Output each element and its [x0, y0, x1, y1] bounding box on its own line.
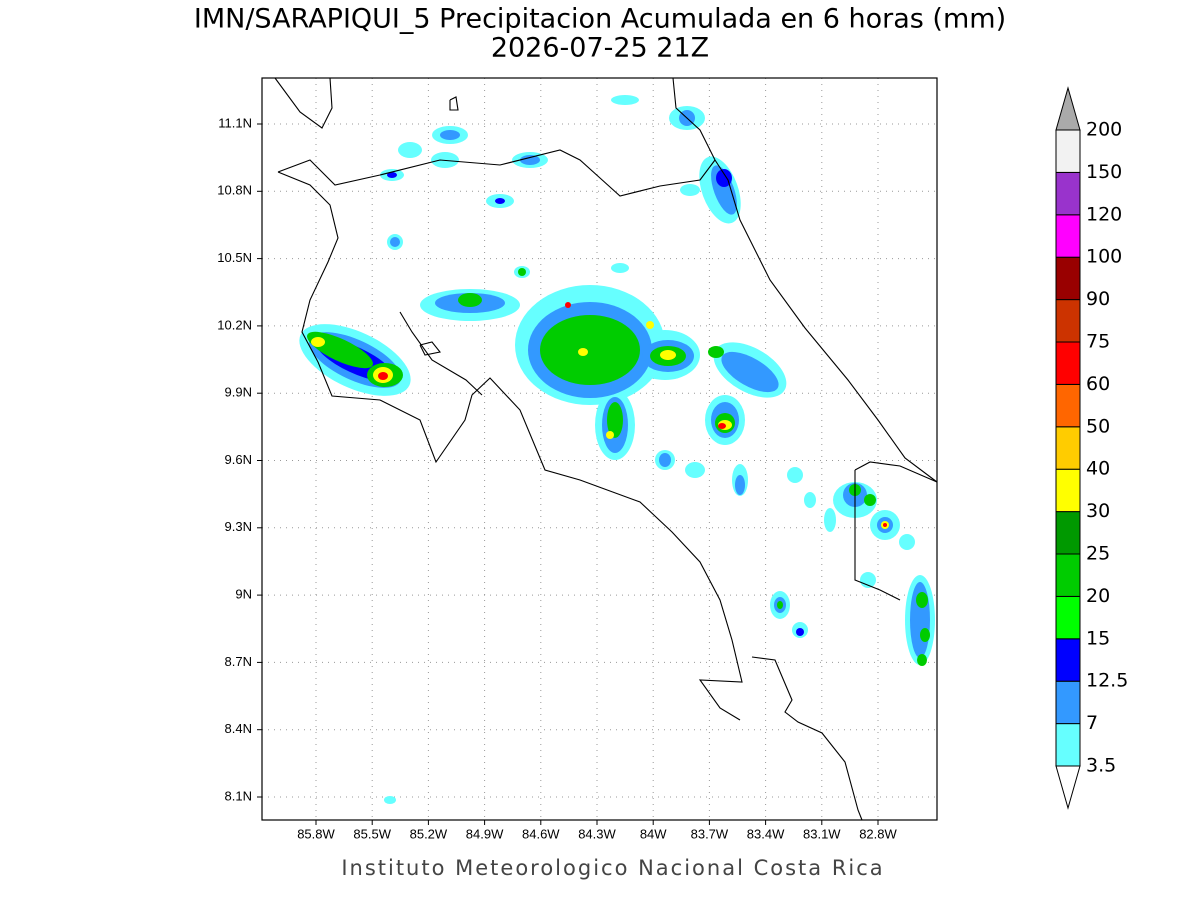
- colorbar-label: 15: [1086, 627, 1110, 649]
- lon-tick-label: 85.8W: [297, 826, 335, 841]
- colorbar-label: 7: [1086, 712, 1098, 734]
- title: IMN/SARAPIQUI_5 Precipitacion Acumulada …: [194, 4, 1006, 35]
- lat-tick-label: 8.1N: [225, 788, 252, 803]
- lon-tick-label: 84.3W: [578, 826, 616, 841]
- lat-tick-label: 9.3N: [225, 519, 252, 534]
- lat-tick-label: 10.8N: [217, 183, 252, 198]
- lon-tick-label: 83.7W: [691, 826, 729, 841]
- colorbar-label: 3.5: [1086, 755, 1116, 777]
- lon-tick-label: 83.4W: [747, 826, 785, 841]
- colorbar: 3.5 7 12.5 15 20 25 30 40 50 60 75 90 100 120 150 200: [1055, 86, 1128, 810]
- colorbar-label: 150: [1086, 161, 1122, 183]
- lon-tick-label: 84.9W: [466, 826, 504, 841]
- lat-tick-label: 10.5N: [217, 250, 252, 265]
- lon-tick-label: 83.1W: [803, 826, 841, 841]
- colorbar-box: [1055, 468, 1081, 513]
- lat-tick-label: 11.1N: [218, 115, 252, 130]
- map-frame: [261, 77, 938, 821]
- precipitation-field: [299, 95, 935, 804]
- colorbar-box: [1055, 723, 1081, 767]
- colorbar-box: [1055, 553, 1081, 597]
- colorbar-box: [1055, 129, 1081, 173]
- colorbar-below: [1055, 765, 1081, 810]
- colorbar-box: [1055, 299, 1081, 343]
- colorbar-label: 30: [1086, 500, 1110, 522]
- colorbar-label: 20: [1086, 585, 1110, 607]
- colorbar-label: 40: [1086, 458, 1110, 480]
- colorbar-label: 60: [1086, 373, 1110, 395]
- colorbar-label: 200: [1086, 119, 1122, 141]
- footer: Instituto Meteorologico Nacional Costa R…: [341, 856, 884, 880]
- colorbar-box: [1055, 256, 1081, 301]
- colorbar-label: 12.5: [1086, 670, 1128, 692]
- coastline: [274, 77, 938, 821]
- colorbar-box: [1055, 426, 1081, 470]
- lat-tick-label: 9.9N: [225, 385, 252, 400]
- colorbar-box: [1055, 595, 1081, 640]
- colorbar-box: [1055, 171, 1081, 216]
- colorbar-label: 25: [1086, 543, 1110, 565]
- colorbar-label: 50: [1086, 415, 1110, 437]
- lat-tick-label: 9N: [235, 587, 252, 602]
- lat-tick-label: 8.4N: [225, 721, 252, 736]
- colorbar-box: [1055, 511, 1081, 555]
- colorbar-label: 100: [1086, 246, 1122, 268]
- lat-tick-label: 9.6N: [225, 452, 252, 467]
- axis-labels: 85.8W 85.5W 85.2W 84.9W 84.6W 84.3W 84W 83.7W 83…: [217, 115, 897, 841]
- lon-tick-label: 82.8W: [859, 826, 897, 841]
- colorbar-box: [1055, 383, 1081, 428]
- colorbar-box: [1055, 638, 1081, 682]
- lat-tick-label: 8.7N: [225, 654, 252, 669]
- subtitle: 2026-07-25 21Z: [491, 33, 709, 64]
- colorbar-box: [1055, 341, 1081, 385]
- colorbar-box: [1055, 680, 1081, 725]
- colorbar-box: [1055, 214, 1081, 258]
- lon-tick-label: 84W: [640, 826, 667, 841]
- colorbar-label: 75: [1086, 331, 1110, 353]
- lon-tick-label: 84.6W: [522, 826, 560, 841]
- grid: [262, 78, 937, 820]
- lon-tick-label: 85.5W: [353, 826, 391, 841]
- colorbar-above: [1055, 86, 1081, 131]
- colorbar-label: 90: [1086, 288, 1110, 310]
- colorbar-label: 120: [1086, 203, 1122, 225]
- lon-tick-label: 85.2W: [410, 826, 448, 841]
- lat-tick-label: 10.2N: [217, 317, 252, 332]
